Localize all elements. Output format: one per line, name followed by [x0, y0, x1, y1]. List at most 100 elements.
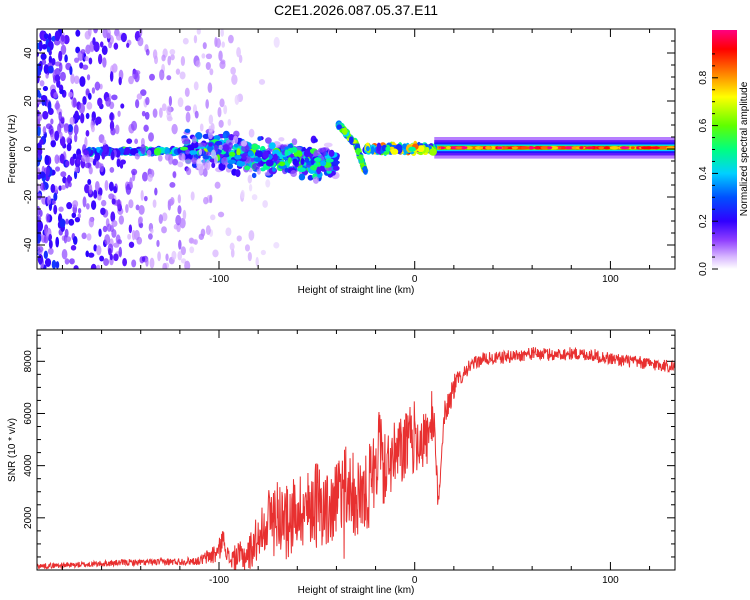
spectral-cluster-point — [268, 142, 276, 150]
noise-speckle — [45, 213, 50, 223]
spectral-cluster-point — [332, 160, 340, 165]
noise-speckle — [157, 251, 161, 262]
noise-speckle — [162, 262, 167, 269]
main-line-point — [445, 146, 451, 150]
noise-speckle — [248, 128, 255, 138]
noise-speckle — [230, 66, 236, 75]
noise-speckle — [152, 49, 158, 60]
noise-speckle — [97, 53, 103, 65]
snr-marks — [37, 347, 675, 570]
noise-speckle — [72, 236, 78, 245]
spectral-cluster-point — [251, 143, 259, 151]
noise-speckle — [118, 76, 122, 86]
noise-speckle — [158, 107, 163, 118]
noise-speckle — [37, 254, 44, 265]
noise-speckle — [180, 258, 187, 264]
spectral-cluster-point — [300, 157, 305, 166]
spectral-cluster-point — [257, 136, 262, 142]
noise-speckle — [129, 177, 133, 188]
noise-speckle — [91, 125, 95, 133]
noise-speckle — [152, 199, 157, 208]
spectral-cluster-point — [227, 163, 234, 170]
main-line-point — [561, 146, 566, 150]
noise-speckle — [273, 242, 280, 249]
main-line-point — [528, 146, 535, 150]
noise-speckle — [140, 189, 144, 201]
noise-speckle — [55, 236, 60, 248]
spectrogram-axes: -100 0 100 -40 -20 0 20 40 — [23, 28, 675, 285]
noise-speckle — [247, 251, 252, 262]
noise-speckle — [210, 214, 216, 221]
spectral-cluster-point — [271, 167, 277, 172]
noise-speckle — [247, 174, 253, 184]
noise-speckle — [208, 125, 213, 133]
noise-speckle — [184, 87, 190, 98]
noise-speckle — [168, 153, 174, 165]
noise-speckle — [60, 171, 67, 178]
noise-speckle — [68, 218, 75, 226]
noise-speckle — [262, 200, 268, 208]
noise-speckle — [207, 82, 213, 94]
spectral-cluster-point — [214, 140, 223, 146]
noise-speckle — [80, 112, 85, 124]
noise-speckle — [53, 192, 58, 202]
diagonal-streak-point — [355, 147, 361, 156]
main-line-point — [478, 146, 484, 150]
spectral-cluster-point — [211, 162, 216, 169]
noise-speckle — [99, 83, 103, 90]
noise-speckle — [54, 130, 60, 141]
noise-speckle — [201, 53, 206, 59]
noise-speckle — [61, 248, 68, 260]
noise-speckle — [94, 152, 101, 161]
noise-speckle — [110, 127, 116, 136]
spectral-cluster-point — [284, 167, 289, 173]
noise-speckle — [171, 158, 179, 166]
recovery-point — [365, 145, 370, 152]
noise-speckle — [120, 32, 127, 43]
noise-speckle — [115, 34, 122, 41]
y-tick-label: 0 — [23, 146, 34, 152]
noise-speckle — [82, 96, 87, 105]
noise-speckle — [209, 68, 214, 76]
noise-speckle — [47, 247, 54, 255]
recovery-point — [416, 145, 425, 153]
spectral-cluster-point — [254, 150, 264, 158]
noise-speckle — [40, 53, 47, 61]
main-line-point — [585, 146, 594, 150]
noise-speckle — [104, 180, 109, 191]
noise-speckle — [167, 55, 172, 66]
noise-speckle — [84, 55, 89, 62]
noise-speckle — [144, 111, 150, 120]
noise-speckle — [130, 120, 138, 131]
noise-speckle — [229, 242, 235, 251]
noise-speckle — [90, 263, 97, 269]
noise-speckle — [193, 34, 198, 44]
colorbar-gradient — [712, 30, 737, 269]
noise-speckle — [109, 166, 115, 173]
noise-speckle — [66, 202, 73, 210]
spectral-cluster-point — [218, 163, 226, 171]
noise-speckle — [172, 171, 177, 179]
noise-speckle — [258, 79, 266, 85]
main-line-point — [619, 146, 630, 150]
x-tick-label: 100 — [602, 575, 619, 586]
noise-speckle — [140, 144, 147, 155]
noise-speckle — [42, 126, 47, 135]
spectral-cluster-point — [284, 149, 289, 157]
noise-speckle — [210, 149, 217, 159]
main-line-point — [571, 146, 578, 150]
spectral-cluster-point — [262, 150, 269, 159]
colorbar-tick-label: 0.2 — [698, 214, 709, 228]
noise-speckle — [48, 233, 53, 241]
noise-speckle — [75, 29, 81, 37]
main-line-point — [658, 146, 669, 150]
spectral-cluster-point — [325, 158, 334, 163]
noise-speckle — [113, 42, 119, 50]
spectral-cluster-point — [278, 137, 285, 142]
main-line-point — [650, 146, 660, 150]
spectral-cluster-point — [179, 146, 189, 151]
spectral-cluster-point — [304, 157, 310, 163]
noise-speckle — [255, 256, 259, 267]
spectral-cluster-point — [312, 176, 320, 184]
